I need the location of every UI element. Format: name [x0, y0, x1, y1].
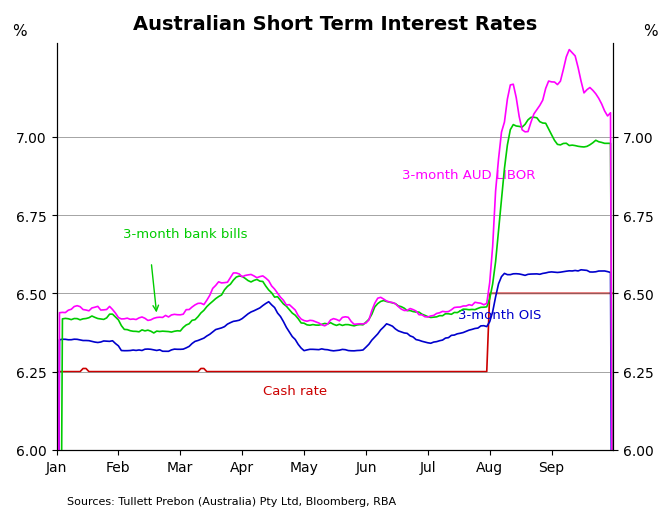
Text: %: %: [12, 24, 27, 39]
Title: Australian Short Term Interest Rates: Australian Short Term Interest Rates: [133, 15, 537, 34]
Text: 3-month AUD LIBOR: 3-month AUD LIBOR: [402, 168, 535, 181]
Text: 3-month OIS: 3-month OIS: [458, 309, 541, 322]
Text: 3-month bank bills: 3-month bank bills: [123, 228, 248, 241]
Text: %: %: [643, 24, 658, 39]
Text: Sources: Tullett Prebon (Australia) Pty Ltd, Bloomberg, RBA: Sources: Tullett Prebon (Australia) Pty …: [67, 496, 396, 506]
Text: Cash rate: Cash rate: [263, 384, 327, 397]
